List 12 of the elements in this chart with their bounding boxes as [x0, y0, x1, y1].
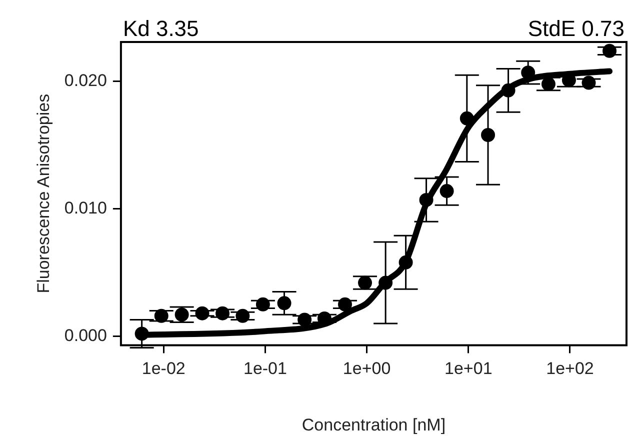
y-tick-label: 0.010 [64, 198, 107, 218]
x-tick-label: 1e+02 [546, 359, 594, 378]
y-tick-label: 0.000 [64, 326, 107, 345]
x-tick-label: 1e-02 [142, 359, 186, 378]
x-axis-title: Concentration [nM] [302, 415, 446, 434]
x-tick-label: 1e-01 [243, 359, 287, 378]
text: StdE 0.73 [528, 16, 624, 42]
y-axis-title: Fluorescence Anisotropies [34, 94, 53, 294]
x-tick-label: 1e+00 [342, 359, 391, 378]
y-tick-label: 0.020 [64, 71, 107, 90]
text: Kd 3.35 [122, 16, 199, 42]
x-tick-label: 1e+01 [444, 359, 492, 378]
